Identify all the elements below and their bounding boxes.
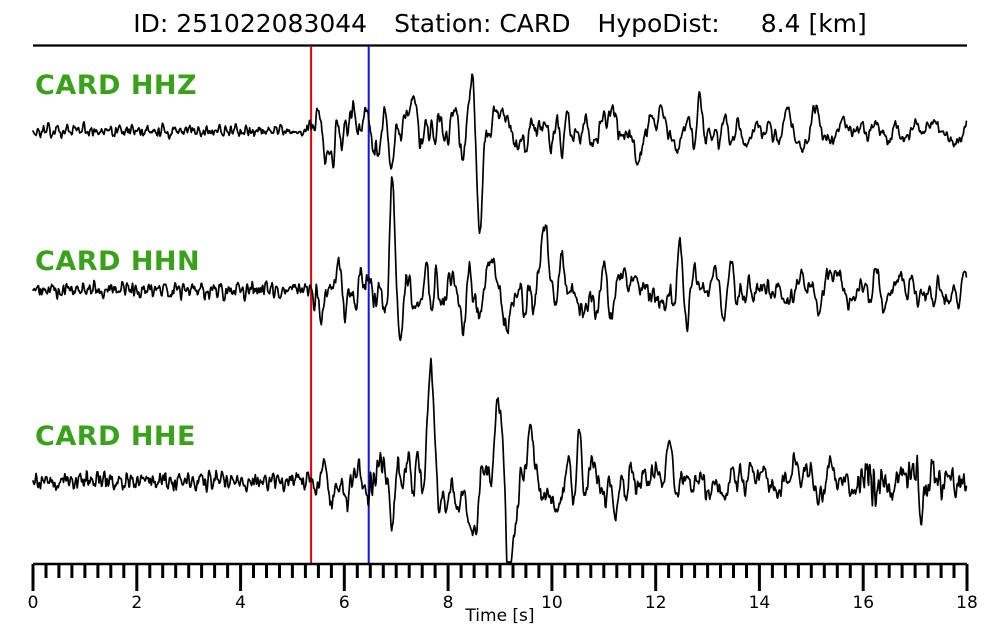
- hypodist-label: HypoDist:: [597, 9, 720, 38]
- x-axis-tick-label: 14: [749, 593, 771, 613]
- x-axis-tick-label: 12: [645, 593, 667, 613]
- trace-hhe: [32, 357, 968, 563]
- station-name: Station: CARD: [394, 9, 571, 38]
- channel-label-hhn: CARD HHN: [35, 246, 201, 277]
- traces: [32, 73, 968, 563]
- x-axis-tick-label: 4: [235, 593, 246, 613]
- x-axis-tick-label: 0: [28, 593, 39, 613]
- channel-label-hhe: CARD HHE: [35, 421, 196, 452]
- figure-title: ID: 251022083044 Station: CARD HypoDist:…: [33, 9, 967, 39]
- x-axis-tick-label: 18: [956, 593, 978, 613]
- trace-hhn: [32, 176, 968, 342]
- x-axis-ticks: [31, 564, 969, 591]
- x-axis-tick-label: 6: [339, 593, 350, 613]
- channel-label-hhz: CARD HHZ: [35, 70, 198, 101]
- x-axis-tick-label: 10: [541, 593, 563, 613]
- x-axis-tick-labels: 0 2 4 6 8 10 12 14 16 18: [28, 593, 978, 613]
- hypodist-value: 8.4 [km]: [760, 9, 867, 38]
- x-axis-tick-label: 16: [852, 593, 874, 613]
- trace-hhz: [32, 73, 968, 235]
- x-axis-tick-label: 8: [443, 593, 454, 613]
- x-axis-title: Time [s]: [464, 606, 534, 626]
- event-id: ID: 251022083044: [133, 9, 368, 38]
- x-axis-tick-label: 2: [131, 593, 142, 613]
